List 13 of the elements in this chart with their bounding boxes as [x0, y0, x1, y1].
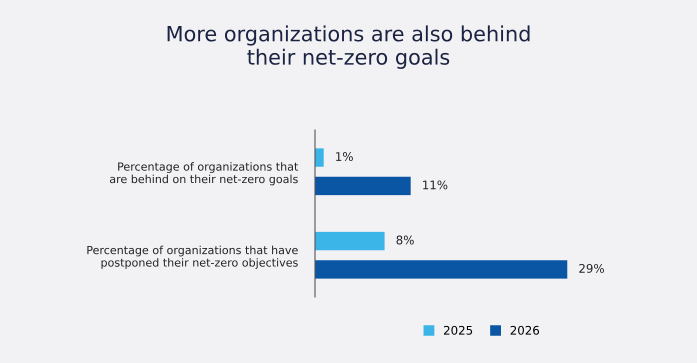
data-label: 29%	[579, 264, 604, 273]
bar	[315, 232, 385, 250]
data-label: 1%	[336, 152, 353, 161]
bar	[315, 176, 411, 196]
data-label: 11%	[423, 180, 448, 190]
data-label: 8%	[396, 236, 414, 244]
y-tick-label: Percentage of organizations that are behind on their net-zero goals	[110, 162, 298, 186]
bar	[315, 260, 568, 279]
chart-title: More organizations are also behind their net-zero goals	[168, 25, 530, 69]
legend-label: 2025	[444, 326, 472, 335]
bar	[315, 148, 324, 167]
y-tick-label: Percentage of organizations that have postponed their net-zero objectives	[87, 246, 298, 269]
legend-label: 2026	[510, 326, 540, 335]
